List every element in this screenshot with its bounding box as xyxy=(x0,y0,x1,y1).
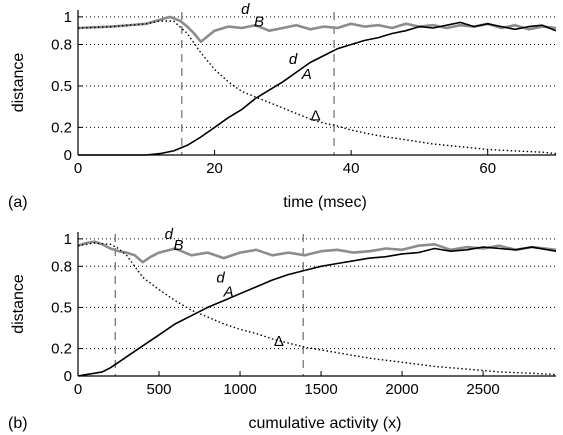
x-tick-label: 2000 xyxy=(385,381,418,398)
chart-panel-a: 0 20 40 60 0 0.2 0.5 0.8 1 time (msec) distance (a)… xyxy=(8,1,557,211)
series-line-dB xyxy=(77,15,557,44)
chart-panel-b: 0 500 1000 1500 2000 2500 0 0.2 0.5 0.8 1 cumulativ… xyxy=(8,226,557,432)
y-tick-label: 0.5 xyxy=(51,78,72,95)
x-tick-label: 60 xyxy=(479,160,496,177)
series-line-dA xyxy=(77,246,557,377)
y-tick-label: 0.8 xyxy=(51,258,72,275)
panel-label: (b) xyxy=(8,415,28,432)
annotation-label: d xyxy=(165,226,174,243)
annotation-label: A xyxy=(301,66,312,83)
y-tick-label: 0.8 xyxy=(51,37,72,54)
annotation-label: Δ xyxy=(274,333,284,350)
y-tick-label: 0.5 xyxy=(51,299,72,316)
series-line-delta xyxy=(77,20,557,155)
x-tick-label: 20 xyxy=(206,160,223,177)
annotation-label: B xyxy=(254,14,264,31)
y-tick-label: 0.2 xyxy=(51,119,72,136)
y-axis-label: distance xyxy=(10,274,27,334)
x-tick-label: 40 xyxy=(343,160,360,177)
panel-label: (a) xyxy=(8,194,28,211)
series-line-delta xyxy=(77,242,557,376)
x-tick-label: 500 xyxy=(147,381,172,398)
x-axis-label: cumulative activity (x) xyxy=(249,415,402,432)
annotation-label: A xyxy=(223,283,234,300)
x-axis-label: time (msec) xyxy=(283,194,367,211)
annotation-label: d xyxy=(241,1,250,18)
x-tick-label: 0 xyxy=(74,160,82,177)
series-line-dA xyxy=(78,21,557,156)
x-tick-label: 1000 xyxy=(223,381,256,398)
y-tick-label: 1 xyxy=(64,231,72,248)
x-tick-label: 1500 xyxy=(304,381,337,398)
y-tick-label: 0.2 xyxy=(51,341,72,358)
y-axis-label: distance xyxy=(10,53,27,113)
y-tick-label: 0 xyxy=(64,147,72,164)
annotation-label: d xyxy=(216,270,225,287)
annotation-label: d xyxy=(289,51,298,68)
x-tick-label: 2500 xyxy=(466,381,499,398)
annotation-label: Δ xyxy=(311,107,321,124)
annotation-label: B xyxy=(173,237,183,254)
y-tick-label: 1 xyxy=(64,9,72,26)
series-line-dB xyxy=(77,240,557,264)
x-tick-label: 0 xyxy=(74,381,82,398)
y-tick-label: 0 xyxy=(64,368,72,385)
